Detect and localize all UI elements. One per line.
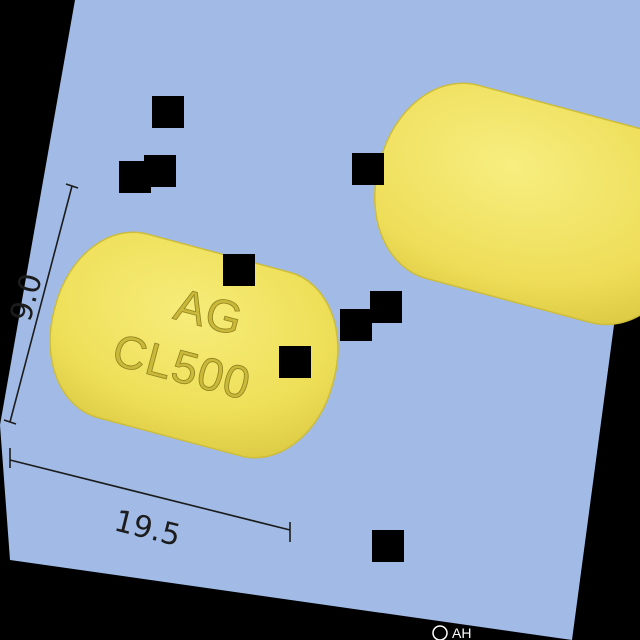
redaction-box: [119, 161, 151, 193]
watermark-circle-icon: [432, 625, 448, 640]
redaction-box: [370, 291, 402, 323]
redaction-box: [279, 346, 311, 378]
redaction-box: [223, 254, 255, 286]
height-dimension-line: [9, 185, 73, 423]
redaction-box: [152, 96, 184, 128]
height-dimension-tick-bottom: [3, 419, 17, 425]
height-dimension-tick-top: [65, 183, 79, 189]
tablet-front-body: [49, 231, 339, 459]
watermark-text: AH: [452, 625, 471, 640]
watermark-logo: AH: [432, 625, 471, 640]
redaction-box: [372, 530, 404, 562]
redaction-box: [352, 153, 384, 185]
redaction-box: [340, 309, 372, 341]
tablet-front: AG CL500: [49, 231, 339, 459]
width-dimension-line: [9, 459, 291, 531]
